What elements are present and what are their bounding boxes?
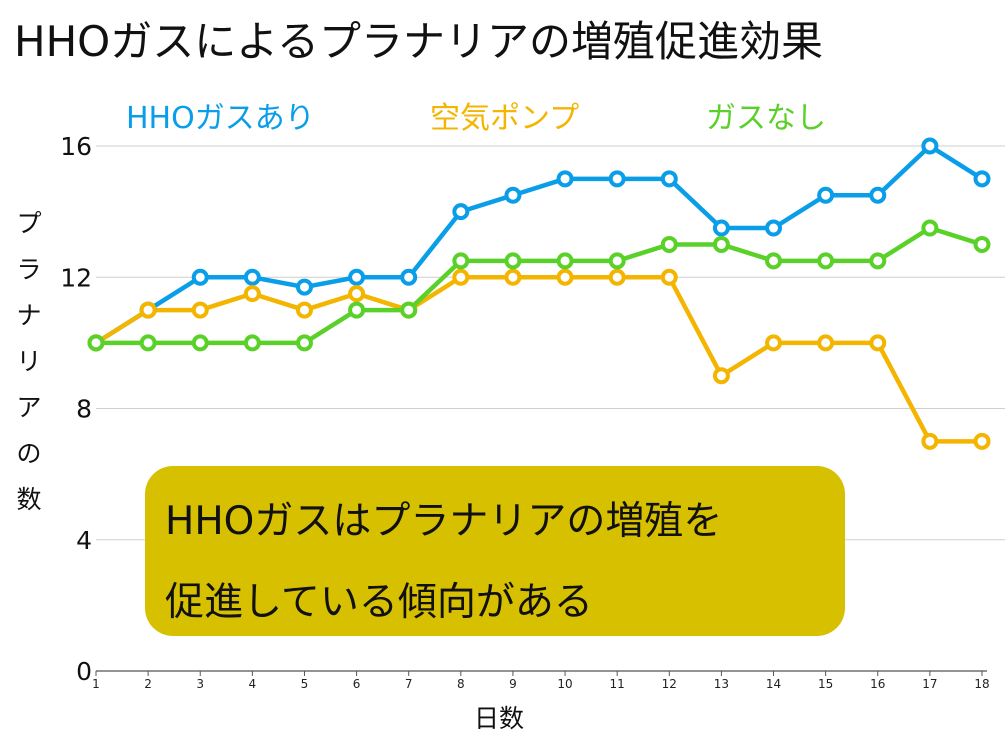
series-3-point-3 bbox=[191, 334, 209, 352]
x-tick-label-12: 12 bbox=[662, 677, 677, 691]
series-1-point-3 bbox=[191, 268, 209, 286]
series-3-point-8 bbox=[452, 252, 470, 270]
x-tick-label-14: 14 bbox=[766, 677, 781, 691]
y-axis-label-char-4: リ bbox=[16, 347, 41, 376]
series-3-point-6 bbox=[348, 301, 366, 319]
series-2-point-17 bbox=[921, 432, 939, 450]
series-3-point-4 bbox=[243, 334, 261, 352]
series-2-point-11 bbox=[608, 268, 626, 286]
series-3-point-2 bbox=[139, 334, 157, 352]
series-2-point-6 bbox=[348, 285, 366, 303]
series-3-point-16 bbox=[869, 252, 887, 270]
series-3-point-12 bbox=[660, 235, 678, 253]
x-axis-label: 日数 bbox=[474, 704, 524, 733]
x-tick-label-11: 11 bbox=[610, 677, 625, 691]
y-tick-label-12: 12 bbox=[60, 263, 92, 292]
x-tick-label-15: 15 bbox=[818, 677, 833, 691]
series-2-point-8 bbox=[452, 268, 470, 286]
x-tick-label-6: 6 bbox=[353, 677, 361, 691]
series-3-point-1 bbox=[87, 334, 105, 352]
series-1-point-4 bbox=[243, 268, 261, 286]
series-3-point-10 bbox=[556, 252, 574, 270]
series-1-point-6 bbox=[348, 268, 366, 286]
y-axis-label-char-2: ラ bbox=[16, 255, 41, 284]
series-2-point-4 bbox=[243, 285, 261, 303]
series-2-point-15 bbox=[817, 334, 835, 352]
series-line-2 bbox=[93, 275, 985, 444]
x-tick-label-16: 16 bbox=[870, 677, 885, 691]
series-1-point-17 bbox=[921, 137, 939, 155]
series-2-point-14 bbox=[765, 334, 783, 352]
series-3-point-11 bbox=[608, 252, 626, 270]
series-1-point-12 bbox=[660, 170, 678, 188]
annotation-line-1: HHOガスはプラナリアの増殖を bbox=[165, 499, 722, 544]
series-2-point-5 bbox=[295, 301, 313, 319]
legend-label-3: ガスなし bbox=[706, 101, 826, 136]
series-1-point-13 bbox=[712, 219, 730, 237]
series-3-point-14 bbox=[765, 252, 783, 270]
series-3-point-5 bbox=[295, 334, 313, 352]
y-axis-label-char-3: ナ bbox=[16, 301, 41, 330]
x-tick-label-18: 18 bbox=[974, 677, 989, 691]
x-tick-label-3: 3 bbox=[196, 677, 204, 691]
y-axis-label-char-1: プ bbox=[16, 209, 41, 238]
series-2-point-3 bbox=[191, 301, 209, 319]
y-tick-label-4: 4 bbox=[76, 526, 92, 555]
chart-title: HHOガスによるプラナリアの増殖促進効果 bbox=[14, 17, 823, 66]
y-tick-label-0: 0 bbox=[76, 657, 92, 686]
x-tick-label-13: 13 bbox=[714, 677, 729, 691]
legend: HHOガスあり 空気ポンプ ガスなし bbox=[126, 101, 826, 136]
y-axis-label-char-5: ア bbox=[16, 393, 41, 422]
series-3-point-18 bbox=[973, 235, 991, 253]
y-axis-label-char-7: 数 bbox=[16, 485, 41, 514]
series-1-point-7 bbox=[400, 268, 418, 286]
x-tick-label-7: 7 bbox=[405, 677, 413, 691]
legend-label-1: HHOガスあり bbox=[126, 101, 315, 136]
annotation-box: HHOガスはプラナリアの増殖を 促進している傾向がある bbox=[145, 466, 845, 636]
series-1-point-18 bbox=[973, 170, 991, 188]
series-2-point-2 bbox=[139, 301, 157, 319]
series-1-point-11 bbox=[608, 170, 626, 188]
y-tick-label-16: 16 bbox=[60, 132, 92, 161]
y-tick-label-8: 8 bbox=[76, 395, 92, 424]
series-1-point-9 bbox=[504, 186, 522, 204]
series-3-point-7 bbox=[400, 301, 418, 319]
y-axis-label-char-6: の bbox=[16, 439, 41, 468]
series-3-point-17 bbox=[921, 219, 939, 237]
x-tick-label-1: 1 bbox=[92, 677, 100, 691]
series-2-point-13 bbox=[712, 367, 730, 385]
series-1-point-5 bbox=[295, 278, 313, 296]
x-tick-label-4: 4 bbox=[249, 677, 257, 691]
series-1-point-10 bbox=[556, 170, 574, 188]
series-2-point-12 bbox=[660, 268, 678, 286]
series-1-point-14 bbox=[765, 219, 783, 237]
annotation-line-2: 促進している傾向がある bbox=[165, 580, 593, 625]
x-tick-label-5: 5 bbox=[301, 677, 309, 691]
series-1-point-15 bbox=[817, 186, 835, 204]
x-tick-label-8: 8 bbox=[457, 677, 465, 691]
legend-label-2: 空気ポンプ bbox=[430, 101, 579, 136]
series-2-point-10 bbox=[556, 268, 574, 286]
x-tick-label-10: 10 bbox=[557, 677, 572, 691]
annotation-background bbox=[145, 466, 845, 636]
x-tick-label-17: 17 bbox=[922, 677, 937, 691]
series-2-point-9 bbox=[504, 268, 522, 286]
x-tick-label-2: 2 bbox=[144, 677, 152, 691]
series-2-point-16 bbox=[869, 334, 887, 352]
series-3-point-13 bbox=[712, 235, 730, 253]
series-3-point-9 bbox=[504, 252, 522, 270]
series-3-point-15 bbox=[817, 252, 835, 270]
series-points bbox=[87, 137, 991, 450]
series-1-point-8 bbox=[452, 203, 470, 221]
series-lines bbox=[93, 143, 985, 444]
series-line-3 bbox=[93, 225, 985, 346]
series-1-point-16 bbox=[869, 186, 887, 204]
series-line-1 bbox=[93, 143, 985, 346]
x-tick-label-9: 9 bbox=[509, 677, 517, 691]
series-2-point-18 bbox=[973, 432, 991, 450]
